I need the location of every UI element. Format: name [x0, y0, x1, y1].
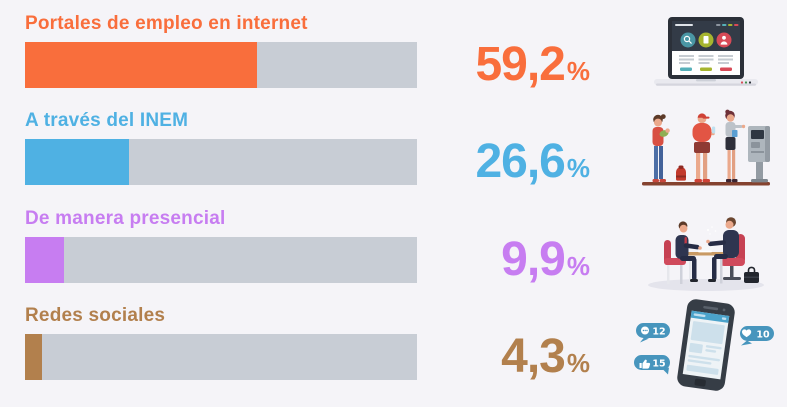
heart-icon — [742, 329, 752, 338]
self-service-kiosk — [748, 126, 770, 183]
floor-line — [642, 182, 770, 186]
bar-value: 9,9 % — [420, 236, 590, 284]
bar-label: De manera presencial — [25, 208, 226, 229]
smartphone-social-illustration: 12 15 10 — [628, 297, 784, 394]
bar-track — [25, 334, 417, 380]
bar-value: 59,2 % — [420, 41, 590, 89]
bar-fill — [25, 42, 258, 88]
queue-icon — [642, 109, 770, 186]
bar-value: 4,3 % — [420, 333, 590, 381]
candidate-person — [675, 221, 702, 282]
bar-row-inem: A través del INEM 26,6 % — [0, 102, 787, 199]
value-number: 4,3 — [501, 330, 566, 383]
heart-count: 10 — [756, 329, 770, 340]
bar-track — [25, 237, 417, 283]
woman-with-baby — [652, 114, 670, 183]
interview-icon — [648, 217, 764, 291]
laptop-icon — [654, 17, 758, 86]
bar-label: Portales de empleo en internet — [25, 13, 308, 34]
floor-shadow — [648, 279, 764, 291]
person-icon — [720, 35, 728, 45]
like-count: 15 — [652, 358, 665, 369]
bar-row-presencial: De manera presencial 9,9 % — [0, 200, 787, 297]
comment-count: 12 — [652, 326, 665, 337]
bar-fill — [25, 334, 42, 380]
value-number: 59,2 — [475, 38, 565, 91]
bar-fill — [25, 139, 130, 185]
value-number: 26,6 — [475, 135, 565, 188]
comment-count-bubble: 12 — [636, 323, 670, 343]
smartphone — [677, 299, 735, 391]
document-icon — [703, 36, 709, 44]
people-queue-kiosk-illustration — [628, 102, 784, 199]
laptop-base — [654, 79, 758, 86]
smartphone-icon: 12 15 10 — [634, 299, 774, 391]
percent-sign: % — [566, 348, 590, 378]
bar-label: Redes sociales — [25, 305, 166, 326]
bar-row-portales-empleo: Portales de empleo en internet 59,2 % — [0, 5, 787, 102]
laptop-screen — [668, 17, 744, 79]
interviewer-person — [706, 217, 739, 282]
bar-track — [25, 42, 417, 88]
woman-at-kiosk — [725, 109, 746, 183]
job-interview-illustration — [628, 200, 784, 297]
bar-value: 26,6 % — [420, 138, 590, 186]
heart-count-bubble: 10 — [740, 326, 774, 346]
percent-sign: % — [566, 251, 590, 281]
laptop-job-portal-illustration — [628, 5, 784, 102]
text-lines — [679, 55, 733, 64]
bar-row-redes-sociales: Redes sociales 4,3 % — [0, 297, 787, 394]
comment-icon — [641, 326, 649, 335]
bar-track — [25, 139, 417, 185]
like-count-bubble: 15 — [634, 355, 670, 375]
backpack — [676, 165, 686, 181]
percent-sign: % — [566, 56, 590, 86]
conversation-dots — [707, 226, 717, 235]
search-icon — [683, 35, 692, 44]
briefcase — [744, 266, 759, 283]
thumbs-up-icon — [639, 359, 651, 369]
bar-fill — [25, 237, 64, 283]
percent-sign: % — [566, 153, 590, 183]
man-in-cap — [692, 113, 716, 183]
value-number: 9,9 — [501, 233, 566, 286]
bar-label: A través del INEM — [25, 110, 189, 131]
